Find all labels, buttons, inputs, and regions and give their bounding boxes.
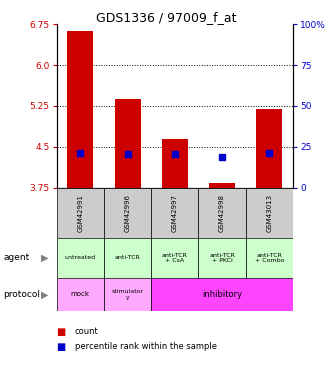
Text: untreated: untreated: [65, 255, 96, 260]
Bar: [57, 188, 104, 238]
Bar: [246, 238, 293, 278]
Text: anti-TCR
+ Combo: anti-TCR + Combo: [255, 253, 284, 263]
Text: inhibitory: inhibitory: [202, 290, 242, 299]
Text: GDS1336 / 97009_f_at: GDS1336 / 97009_f_at: [96, 11, 237, 24]
Bar: [57, 278, 104, 311]
Bar: [198, 188, 246, 238]
Bar: [151, 238, 198, 278]
Bar: [104, 238, 151, 278]
Text: anti-TCR
+ CsA: anti-TCR + CsA: [162, 253, 188, 263]
Text: GSM42991: GSM42991: [77, 194, 83, 232]
Bar: [151, 188, 198, 238]
Bar: [67, 31, 93, 188]
Bar: [162, 138, 188, 188]
Bar: [198, 238, 246, 278]
Bar: [57, 238, 104, 278]
Text: GSM42998: GSM42998: [219, 194, 225, 232]
Text: mock: mock: [71, 291, 90, 297]
Text: agent: agent: [3, 254, 30, 262]
Bar: [209, 183, 235, 188]
Bar: [115, 99, 141, 188]
Text: protocol: protocol: [3, 290, 40, 299]
Text: stimulator
y: stimulator y: [112, 289, 144, 300]
Text: ▶: ▶: [41, 253, 49, 263]
Text: count: count: [75, 327, 99, 336]
Text: GSM42996: GSM42996: [125, 194, 131, 232]
Bar: [104, 278, 151, 311]
Bar: [256, 109, 282, 188]
Text: anti-TCR: anti-TCR: [115, 255, 141, 260]
Text: ■: ■: [57, 327, 66, 337]
Text: percentile rank within the sample: percentile rank within the sample: [75, 342, 217, 351]
Bar: [104, 188, 151, 238]
Bar: [151, 278, 293, 311]
Text: ■: ■: [57, 342, 66, 352]
Bar: [246, 188, 293, 238]
Text: ▶: ▶: [41, 290, 49, 299]
Text: GSM43013: GSM43013: [266, 194, 272, 232]
Text: anti-TCR
+ PKCi: anti-TCR + PKCi: [209, 253, 235, 263]
Text: GSM42997: GSM42997: [172, 194, 178, 232]
